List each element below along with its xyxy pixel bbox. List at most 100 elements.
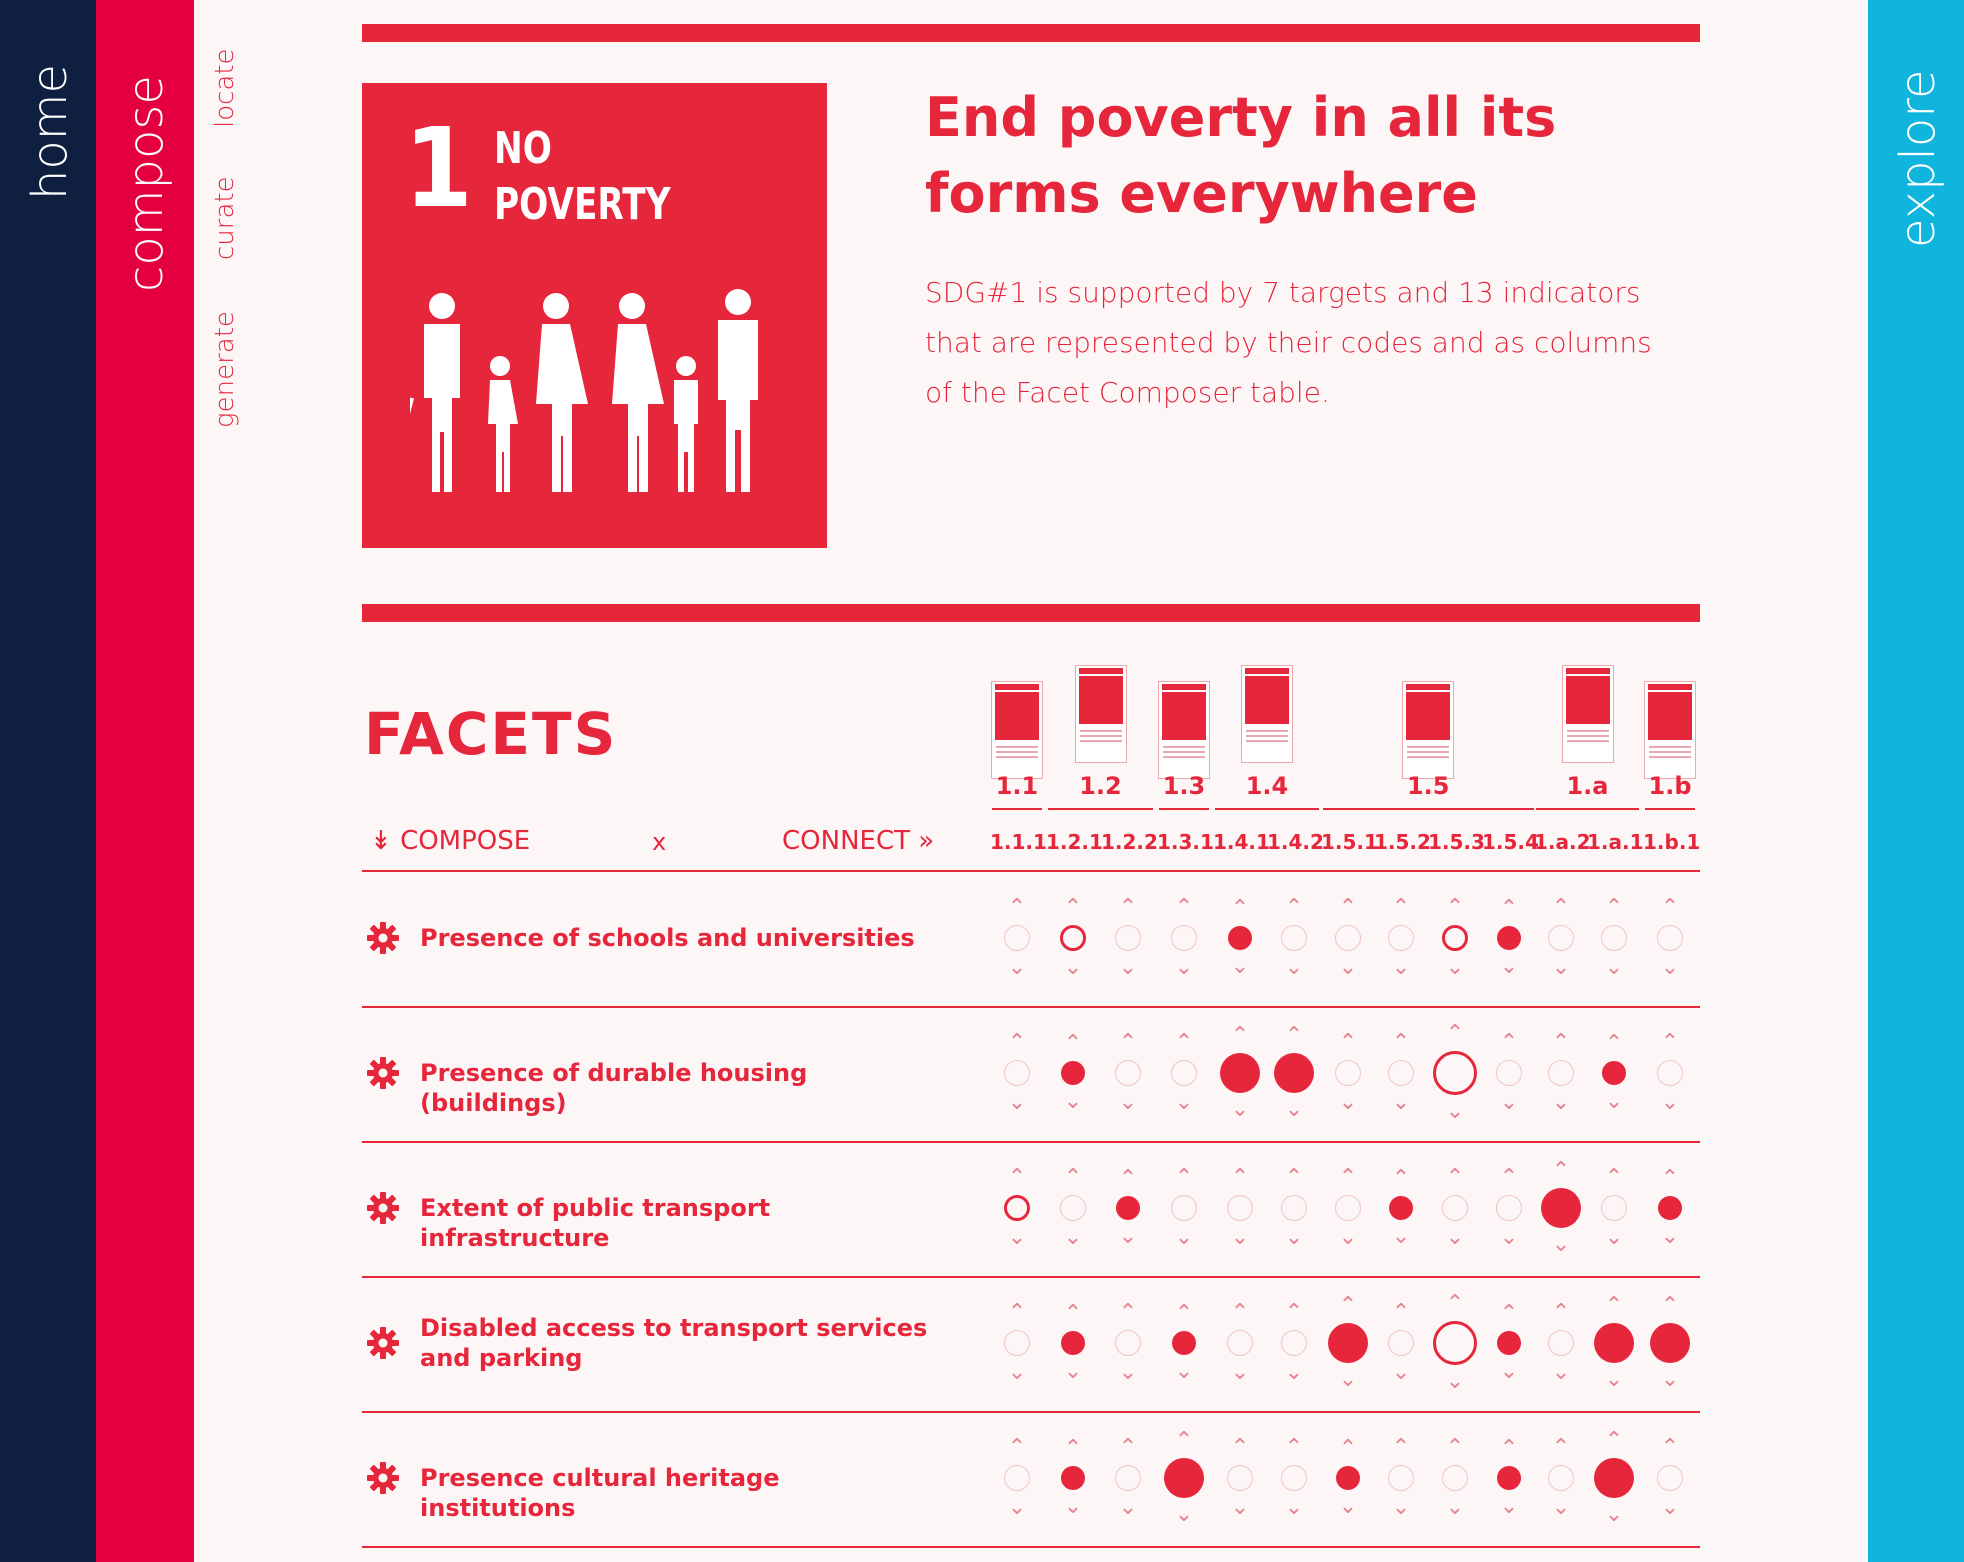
relevance-dot[interactable]	[1227, 1329, 1253, 1356]
increase-chevron-icon[interactable]: ⌃	[1391, 1165, 1411, 1191]
decrease-chevron-icon[interactable]: ⌄	[1007, 954, 1027, 980]
increase-chevron-icon[interactable]: ⌃	[1118, 1165, 1138, 1191]
decrease-chevron-icon[interactable]: ⌄	[1118, 1223, 1138, 1249]
relevance-dot[interactable]	[1220, 1052, 1260, 1093]
increase-chevron-icon[interactable]: ⌃	[1063, 894, 1083, 920]
decrease-chevron-icon[interactable]: ⌄	[1604, 954, 1624, 980]
relevance-dot[interactable]	[1388, 1464, 1414, 1491]
increase-chevron-icon[interactable]: ⌃	[1284, 1434, 1304, 1460]
relevance-dot[interactable]	[1548, 1059, 1574, 1086]
increase-chevron-icon[interactable]: ⌃	[1230, 1299, 1250, 1325]
relevance-dot[interactable]	[1548, 1329, 1574, 1356]
target-card-icon[interactable]	[1241, 665, 1293, 763]
relevance-dot[interactable]	[1433, 1050, 1477, 1095]
relevance-dot[interactable]	[1227, 1464, 1253, 1491]
nav-compose[interactable]: compose	[96, 0, 194, 1562]
decrease-chevron-icon[interactable]: ⌄	[1063, 1224, 1083, 1250]
decrease-chevron-icon[interactable]: ⌄	[1118, 1359, 1138, 1385]
increase-chevron-icon[interactable]: ⌃	[1284, 1164, 1304, 1190]
increase-chevron-icon[interactable]: ⌃	[1391, 1029, 1411, 1055]
increase-chevron-icon[interactable]: ⌃	[1551, 1299, 1571, 1325]
relevance-dot[interactable]	[1274, 1052, 1314, 1093]
relevance-dot[interactable]	[1115, 1329, 1141, 1356]
relevance-dot[interactable]	[1388, 1059, 1414, 1086]
decrease-chevron-icon[interactable]: ⌄	[1391, 1223, 1411, 1249]
increase-chevron-icon[interactable]: ⌃	[1174, 894, 1194, 920]
decrease-chevron-icon[interactable]: ⌄	[1660, 954, 1680, 980]
relevance-dot[interactable]	[1601, 1194, 1627, 1221]
relevance-dot[interactable]	[1496, 1059, 1522, 1086]
decrease-chevron-icon[interactable]: ⌄	[1551, 1231, 1571, 1257]
decrease-chevron-icon[interactable]: ⌄	[1174, 1224, 1194, 1250]
relevance-dot[interactable]	[1657, 924, 1683, 951]
decrease-chevron-icon[interactable]: ⌄	[1445, 1494, 1465, 1520]
relevance-dot[interactable]	[1442, 1464, 1468, 1491]
increase-chevron-icon[interactable]: ⌃	[1063, 1300, 1083, 1326]
decrease-chevron-icon[interactable]: ⌄	[1604, 1224, 1624, 1250]
decrease-chevron-icon[interactable]: ⌄	[1284, 1224, 1304, 1250]
relevance-dot[interactable]	[1497, 1465, 1521, 1490]
decrease-chevron-icon[interactable]: ⌄	[1551, 1494, 1571, 1520]
relevance-dot[interactable]	[1061, 1060, 1085, 1085]
decrease-chevron-icon[interactable]: ⌄	[1660, 1223, 1680, 1249]
relevance-dot[interactable]	[1336, 1465, 1360, 1490]
increase-chevron-icon[interactable]: ⌃	[1007, 1434, 1027, 1460]
decrease-chevron-icon[interactable]: ⌄	[1284, 1359, 1304, 1385]
decrease-chevron-icon[interactable]: ⌄	[1391, 1089, 1411, 1115]
decrease-chevron-icon[interactable]: ⌄	[1230, 1359, 1250, 1385]
increase-chevron-icon[interactable]: ⌃	[1007, 1164, 1027, 1190]
relevance-dot[interactable]	[1442, 924, 1468, 951]
relevance-dot[interactable]	[1541, 1187, 1581, 1228]
relevance-dot[interactable]	[1004, 924, 1030, 951]
decrease-chevron-icon[interactable]: ⌄	[1118, 1089, 1138, 1115]
decrease-chevron-icon[interactable]: ⌄	[1174, 1358, 1194, 1384]
decrease-chevron-icon[interactable]: ⌄	[1063, 1493, 1083, 1519]
relevance-dot[interactable]	[1658, 1195, 1682, 1220]
decrease-chevron-icon[interactable]: ⌄	[1063, 1088, 1083, 1114]
relevance-dot[interactable]	[1388, 924, 1414, 951]
relevance-dot[interactable]	[1061, 1465, 1085, 1490]
relevance-dot[interactable]	[1601, 924, 1627, 951]
decrease-chevron-icon[interactable]: ⌄	[1660, 1366, 1680, 1392]
increase-chevron-icon[interactable]: ⌃	[1660, 1434, 1680, 1460]
relevance-dot[interactable]	[1164, 1457, 1204, 1498]
decrease-chevron-icon[interactable]: ⌄	[1118, 1494, 1138, 1520]
decrease-chevron-icon[interactable]: ⌄	[1499, 1493, 1519, 1519]
target-card-icon[interactable]	[1561, 665, 1614, 763]
increase-chevron-icon[interactable]: ⌃	[1604, 1292, 1624, 1318]
increase-chevron-icon[interactable]: ⌃	[1499, 1300, 1519, 1326]
nav-curate[interactable]: curate	[210, 176, 240, 260]
decrease-chevron-icon[interactable]: ⌄	[1445, 1224, 1465, 1250]
increase-chevron-icon[interactable]: ⌃	[1174, 1029, 1194, 1055]
decrease-chevron-icon[interactable]: ⌄	[1338, 1224, 1358, 1250]
decrease-chevron-icon[interactable]: ⌄	[1007, 1224, 1027, 1250]
increase-chevron-icon[interactable]: ⌃	[1284, 894, 1304, 920]
increase-chevron-icon[interactable]: ⌃	[1604, 1427, 1624, 1453]
increase-chevron-icon[interactable]: ⌃	[1338, 1029, 1358, 1055]
relevance-dot[interactable]	[1594, 1322, 1634, 1363]
relevance-dot[interactable]	[1115, 1464, 1141, 1491]
decrease-chevron-icon[interactable]: ⌄	[1660, 1089, 1680, 1115]
relevance-dot[interactable]	[1497, 925, 1521, 950]
decrease-chevron-icon[interactable]: ⌄	[1230, 953, 1250, 979]
increase-chevron-icon[interactable]: ⌃	[1445, 894, 1465, 920]
target-card-icon[interactable]	[1158, 681, 1210, 779]
increase-chevron-icon[interactable]: ⌃	[1551, 894, 1571, 920]
increase-chevron-icon[interactable]: ⌃	[1604, 894, 1624, 920]
relevance-dot[interactable]	[1657, 1464, 1683, 1491]
decrease-chevron-icon[interactable]: ⌄	[1007, 1494, 1027, 1520]
increase-chevron-icon[interactable]: ⌃	[1660, 1292, 1680, 1318]
relevance-dot[interactable]	[1061, 1330, 1085, 1355]
increase-chevron-icon[interactable]: ⌃	[1118, 1029, 1138, 1055]
increase-chevron-icon[interactable]: ⌃	[1551, 1434, 1571, 1460]
decrease-chevron-icon[interactable]: ⌄	[1284, 1096, 1304, 1122]
decrease-chevron-icon[interactable]: ⌄	[1499, 1358, 1519, 1384]
increase-chevron-icon[interactable]: ⌃	[1063, 1030, 1083, 1056]
increase-chevron-icon[interactable]: ⌃	[1230, 1164, 1250, 1190]
increase-chevron-icon[interactable]: ⌃	[1338, 1164, 1358, 1190]
decrease-chevron-icon[interactable]: ⌄	[1445, 1368, 1465, 1394]
decrease-chevron-icon[interactable]: ⌄	[1660, 1494, 1680, 1520]
decrease-chevron-icon[interactable]: ⌄	[1551, 954, 1571, 980]
increase-chevron-icon[interactable]: ⌃	[1174, 1164, 1194, 1190]
gear-icon[interactable]	[366, 1191, 400, 1225]
